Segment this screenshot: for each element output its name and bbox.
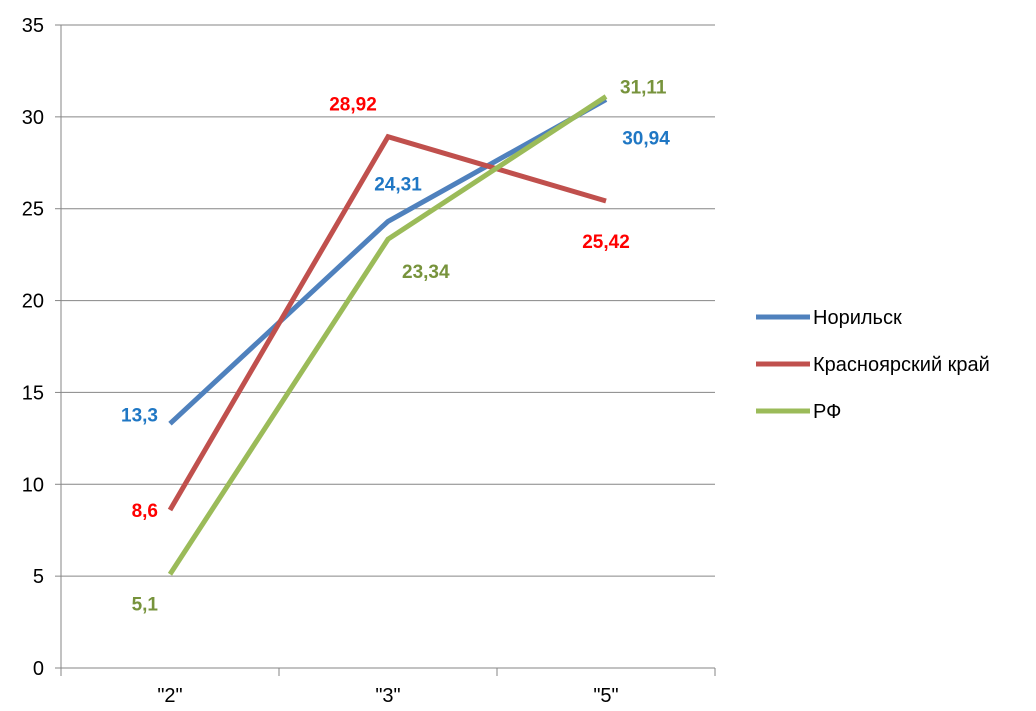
data-label: 30,94 bbox=[622, 129, 670, 150]
y-tick-label: 15 bbox=[22, 382, 44, 404]
x-tick-label: "3" bbox=[375, 685, 400, 707]
data-label: 24,31 bbox=[374, 174, 422, 195]
data-label: 8,6 bbox=[132, 501, 158, 522]
legend-entry: Норильск bbox=[813, 307, 902, 329]
y-tick-label: 35 bbox=[22, 15, 44, 37]
legend-entry: Красноярский край bbox=[813, 354, 990, 376]
y-tick-label: 25 bbox=[22, 199, 44, 221]
y-tick-label: 0 bbox=[33, 658, 44, 680]
gridlines bbox=[61, 24, 715, 577]
y-tick-label: 5 bbox=[33, 566, 44, 588]
x-tick-label: "5" bbox=[593, 685, 618, 707]
series-lines bbox=[167, 94, 608, 576]
data-label: 25,42 bbox=[582, 232, 630, 253]
legend: Норильск Красноярский край РФ bbox=[756, 307, 990, 423]
legend-entry: РФ bbox=[813, 401, 841, 423]
axes: 0 5 10 15 20 25 30 35 "2" "3" "5" bbox=[22, 15, 716, 707]
data-label: 31,11 bbox=[620, 77, 667, 98]
x-tick-label: "2" bbox=[157, 685, 182, 707]
data-label: 5,1 bbox=[132, 594, 159, 615]
series-line-2 bbox=[167, 94, 608, 576]
data-labels: 13,3 24,31 30,94 8,6 28,92 25,42 5,1 23,34 31,11 bbox=[121, 77, 670, 615]
data-label: 23,34 bbox=[402, 262, 450, 283]
data-label: 28,92 bbox=[329, 95, 377, 116]
y-tick-label: 10 bbox=[22, 474, 44, 496]
series-line-0 bbox=[168, 97, 608, 426]
y-tick-label: 20 bbox=[22, 291, 44, 313]
y-tick-label: 30 bbox=[22, 107, 44, 129]
data-label: 13,3 bbox=[121, 406, 158, 427]
